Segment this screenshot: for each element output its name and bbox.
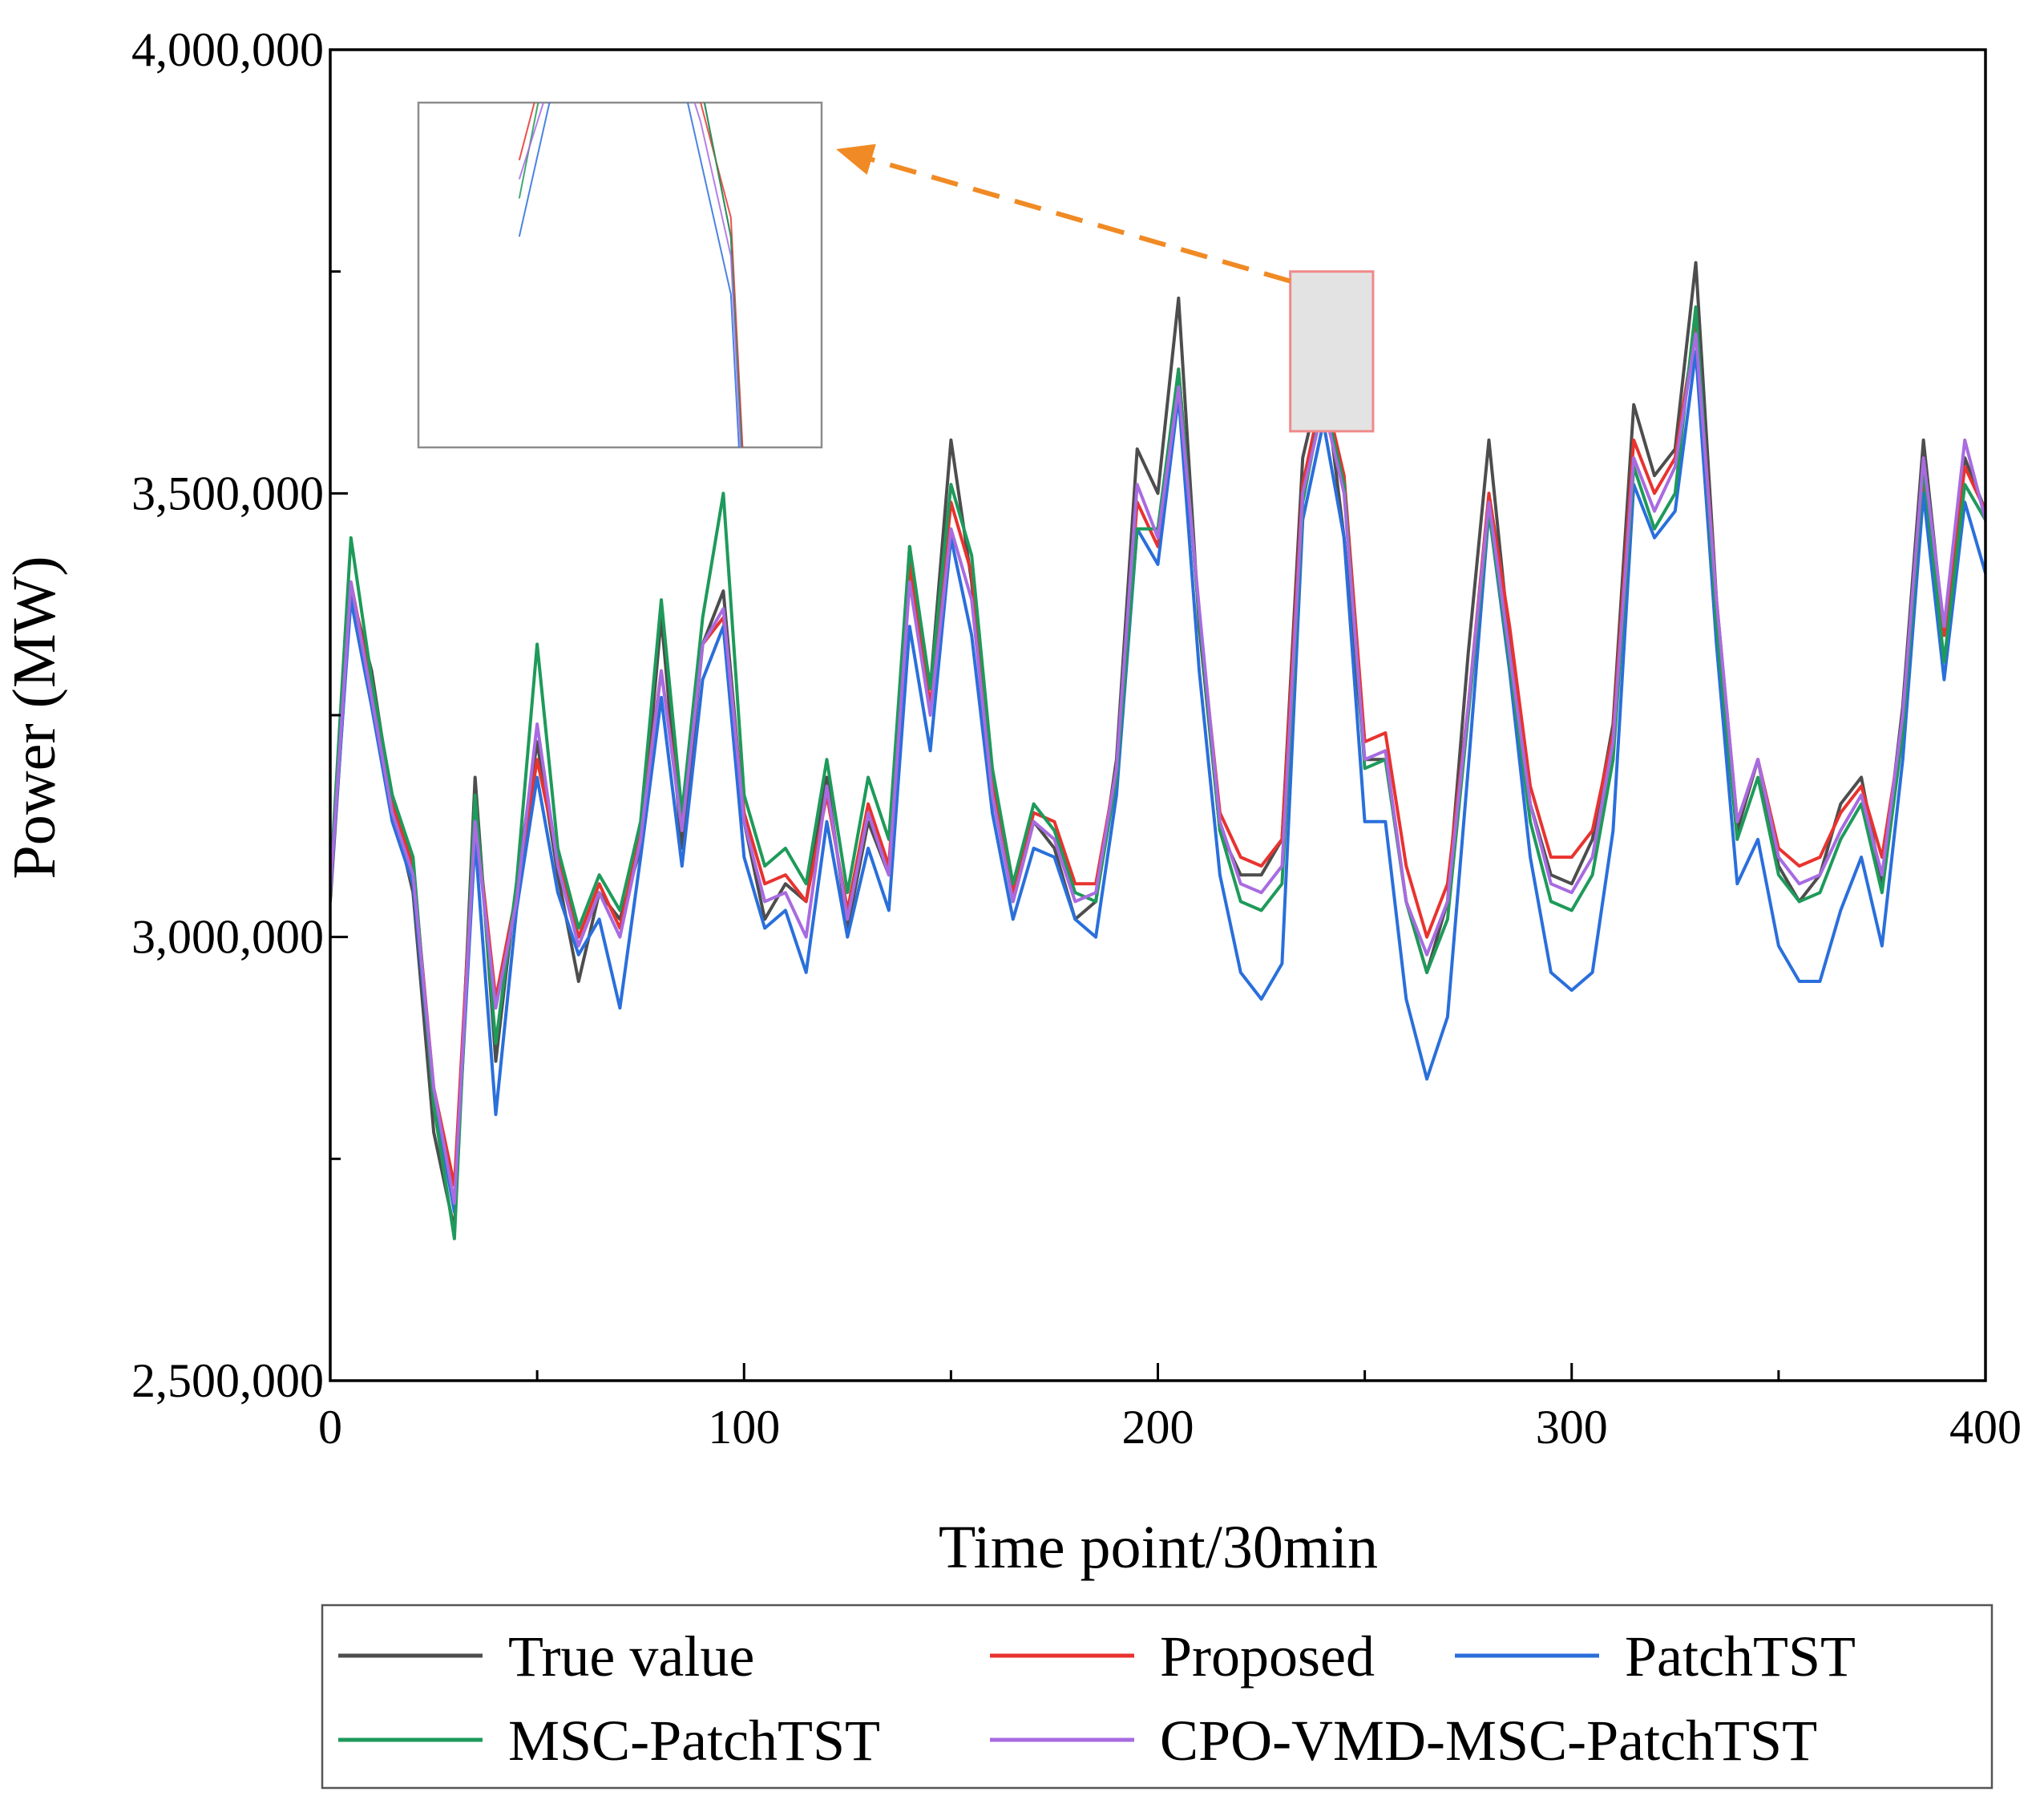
legend-item: PatchTST [1455,1624,1856,1689]
legend-label: True value [508,1624,754,1689]
series-line-msc-patchtst [330,305,1985,1240]
zoom-highlight-box [1289,270,1375,433]
legend-label: PatchTST [1625,1624,1856,1689]
legend-label: Proposed [1160,1624,1375,1689]
legend-item: True value [338,1624,754,1689]
zoom-inset [417,101,823,449]
inset-line-proposed [518,103,744,447]
legend-item: Proposed [990,1624,1375,1689]
series-layer [330,261,1985,1240]
y-tick-label: 2,500,000 [131,1354,324,1407]
x-tick-label: 0 [318,1401,342,1454]
x-tick-label: 400 [1949,1401,2022,1454]
y-tick-label: 3,000,000 [131,911,324,964]
inset-line-cpo-vmd-msc-patchtst [518,103,741,447]
zoom-arrow-head [836,144,876,175]
legend-label: MSC-PatchTST [508,1709,880,1773]
zoom-arrow-line [871,156,1291,284]
x-tick-label: 300 [1536,1401,1608,1454]
y-tick-label: 4,000,000 [131,23,324,76]
zoom-arrow [836,144,1291,284]
inset-line-patchtst [518,103,740,447]
legend-item: MSC-PatchTST [338,1709,880,1773]
x-tick-label: 100 [708,1401,780,1454]
inset-frame [417,101,823,449]
legend-label: CPO-VMD-MSC-PatchTST [1160,1709,1817,1773]
inset-lines [518,103,744,447]
zoom-region-rect [1289,270,1375,433]
legend-frame [321,1604,1994,1790]
x-axis-label: Time point/30min [939,1514,1378,1581]
x-tick-label: 200 [1122,1401,1194,1454]
series-line-cpo-vmd-msc-patchtst [330,332,1985,1205]
inset-line-msc-patchtst [518,103,743,447]
series-line-patchtst [330,350,1985,1214]
ticks: 0 100 200 300 400 2,500,000 3,000,000 3,500,000… [131,23,2022,1454]
legend-item: CPO-VMD-MSC-PatchTST [990,1709,1817,1773]
y-tick-label: 3,500,000 [131,467,324,520]
legend: True value Proposed PatchTST MSC-PatchTST CP… [321,1604,1994,1790]
y-axis-label: Power (MW) [1,556,68,879]
